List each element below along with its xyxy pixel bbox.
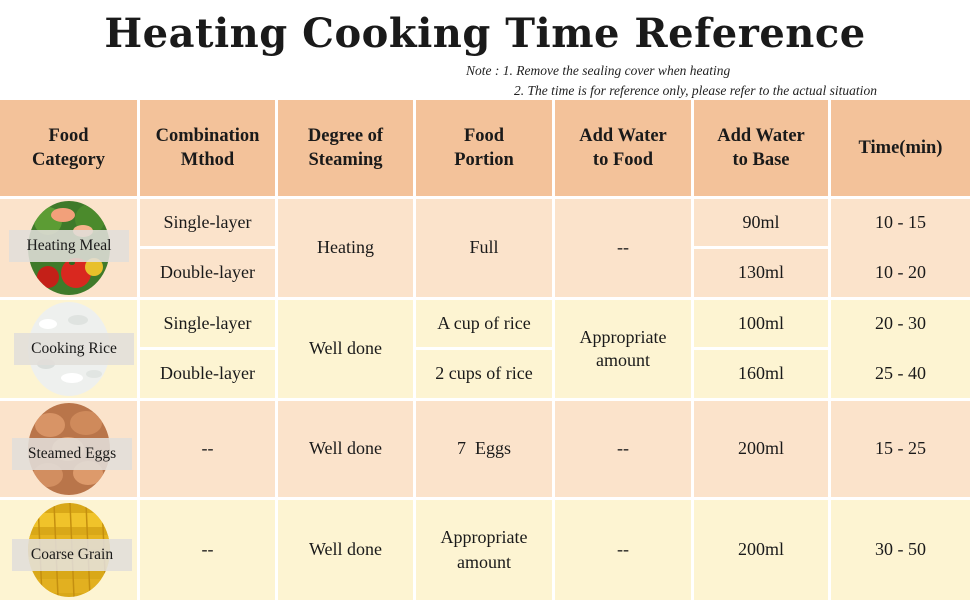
water-base-cell: 160ml <box>694 350 828 398</box>
category-label: Steamed Eggs <box>12 438 132 470</box>
method-cell: Single-layer <box>140 199 275 246</box>
time-cell: 15 - 25 <box>831 401 970 497</box>
note-line-1: Note : 1. Remove the sealing cover when … <box>466 63 731 78</box>
method-cell: -- <box>140 401 275 497</box>
header-degree-of-steaming: Degree of Steaming <box>278 100 413 196</box>
category-label: Coarse Grain <box>12 539 132 571</box>
time-cell-group <box>831 300 970 398</box>
degree-cell: Heating <box>278 199 413 297</box>
water-food-cell: Appropriate amount <box>555 300 691 398</box>
header-food-portion: Food Portion <box>416 100 552 196</box>
degree-cell: Well done <box>278 500 413 600</box>
water-food-cell: -- <box>555 500 691 600</box>
category-label: Heating Meal <box>9 230 129 262</box>
portion-cell: Appropriate amount <box>416 500 552 600</box>
portion-cell: 7 Eggs <box>416 401 552 497</box>
water-base-cell: 100ml <box>694 300 828 347</box>
header-food-category: Food Category <box>0 100 137 196</box>
water-food-cell: -- <box>555 401 691 497</box>
water-base-cell: 200ml <box>694 401 828 497</box>
header-time: Time(min) <box>831 100 970 196</box>
portion-cell: Full <box>416 199 552 297</box>
degree-cell: Well done <box>278 300 413 398</box>
header-combination-method: Combination Mthod <box>140 100 275 196</box>
category-label: Cooking Rice <box>14 333 134 365</box>
header-add-water-to-base: Add Water to Base <box>694 100 828 196</box>
page-title: Heating Cooking Time Reference <box>104 10 866 57</box>
time-cell: 25 - 40 <box>875 363 926 384</box>
method-cell: Double-layer <box>140 249 275 297</box>
water-food-cell: -- <box>555 199 691 297</box>
time-cell: 30 - 50 <box>831 500 970 600</box>
method-cell: -- <box>140 500 275 600</box>
portion-cell: 2 cups of rice <box>416 350 552 398</box>
water-base-cell: 90ml <box>694 199 828 246</box>
degree-cell: Well done <box>278 401 413 497</box>
water-base-cell: 130ml <box>694 249 828 297</box>
portion-cell: A cup of rice <box>416 300 552 347</box>
time-cell: 10 - 20 <box>875 262 926 283</box>
note-line-2: 2. The time is for reference only, pleas… <box>514 83 877 98</box>
time-cell: 20 - 30 <box>875 312 926 333</box>
time-cell: 10 - 15 <box>875 211 926 232</box>
water-base-cell: 200ml <box>694 500 828 600</box>
time-cell-group <box>831 199 970 297</box>
header-add-water-to-food: Add Water to Food <box>555 100 691 196</box>
method-cell: Single-layer <box>140 300 275 347</box>
method-cell: Double-layer <box>140 350 275 398</box>
